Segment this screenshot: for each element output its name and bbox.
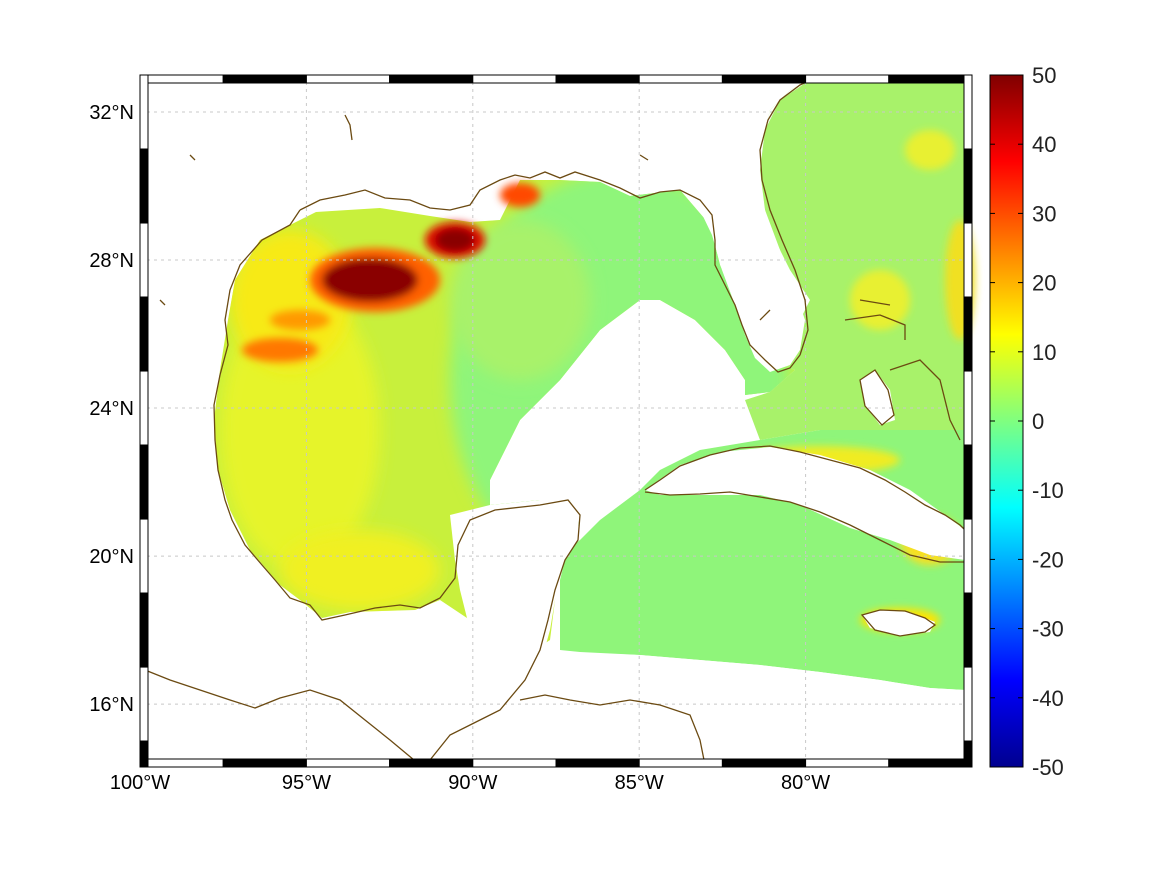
frame-tick-left — [139, 592, 149, 668]
frame-tick-bottom — [555, 758, 640, 768]
longitude-labels: 100°W 95°W 90°W 85°W 80°W — [110, 772, 830, 794]
frame-tick-top — [555, 74, 640, 84]
frame-tick-left — [139, 370, 149, 446]
frame-tick-right — [963, 592, 973, 668]
honduras-coast — [519, 694, 706, 766]
lon-tick-label: 100°W — [110, 772, 170, 794]
frame-tick-left — [139, 296, 149, 372]
colorbar-tick-label: 30 — [1032, 201, 1056, 226]
frame-tick-top — [721, 74, 807, 84]
atlantic-warm-2 — [850, 270, 910, 330]
frame-tick-left — [139, 444, 149, 520]
frame-tick-bottom — [389, 758, 474, 768]
lon-tick-label: 85°W — [615, 772, 664, 794]
frame-tick-left — [139, 222, 149, 298]
frame-tick-right — [963, 148, 973, 224]
frame-tick-right — [963, 222, 973, 298]
frame-tick-bottom — [721, 758, 807, 768]
lon-tick-label: 95°W — [282, 772, 331, 794]
colorbar-tick-label: 40 — [1032, 132, 1056, 157]
central-america-coast — [139, 667, 421, 766]
map-frame-ticks — [139, 74, 973, 768]
hotspot-texas-coast — [242, 338, 318, 362]
frame-tick-top — [305, 74, 391, 84]
frame-tick-bottom — [472, 758, 557, 768]
bahamas-coast — [844, 299, 961, 441]
frame-tick-top — [638, 74, 723, 84]
lon-tick-label: 90°W — [448, 772, 497, 794]
hotspot-texas-shelf — [270, 310, 330, 330]
lat-tick-label: 20°N — [89, 546, 134, 568]
frame-tick-bottom — [638, 758, 723, 768]
gulf-north-coast — [299, 171, 801, 373]
florida-east-coast — [759, 75, 821, 356]
cuba-coast — [644, 445, 971, 563]
colorbar-tick-label: -40 — [1032, 686, 1064, 711]
jamaica-land — [862, 610, 935, 636]
frame-tick-bottom — [805, 758, 890, 768]
jamaica-coast — [860, 609, 937, 637]
latitude-labels: 32°N 28°N 24°N 20°N 16°N — [89, 102, 134, 716]
bay-campeche-warm — [280, 530, 440, 610]
mexico-south-land — [140, 660, 420, 765]
colorbar-tick-label: 0 — [1032, 409, 1044, 434]
hotspots — [242, 183, 540, 362]
frame-tick-top — [888, 74, 973, 84]
map-grid — [140, 75, 972, 767]
frame-tick-right — [963, 666, 973, 742]
frame-tick-top — [805, 74, 890, 84]
florida-land — [700, 80, 810, 372]
colorbar-tick-label: 20 — [1032, 271, 1056, 296]
yucatan-land — [450, 500, 580, 655]
colorbar-tick-label: -30 — [1032, 617, 1064, 642]
frame-tick-left — [139, 518, 149, 594]
frame-tick-top — [139, 74, 224, 84]
small-islands-coast — [159, 114, 771, 321]
lon-tick-label: 80°W — [781, 772, 830, 794]
colorbar-tick-label: -50 — [1032, 755, 1064, 780]
colorbar-tick-label: -10 — [1032, 478, 1064, 503]
frame-tick-top — [222, 74, 307, 84]
frame-tick-right — [963, 74, 973, 150]
land-masks — [140, 80, 965, 765]
hotspot-mobile-bay — [500, 183, 540, 207]
texas-mexico-coast — [213, 209, 581, 761]
frame-tick-right — [963, 370, 973, 446]
frame-tick-right — [963, 444, 973, 520]
frame-tick-left — [139, 74, 149, 150]
frame-tick-top — [389, 74, 474, 84]
frame-tick-right — [963, 296, 973, 372]
frame-tick-top — [472, 74, 557, 84]
frame-tick-bottom — [139, 758, 224, 768]
hotspot-mississippi-core — [435, 228, 475, 252]
caribbean-south-land — [420, 652, 965, 765]
atlantic-warm-1 — [905, 130, 955, 170]
lat-tick-label: 24°N — [89, 398, 134, 420]
colorbar-tick-label: 10 — [1032, 340, 1056, 365]
colorbar-tick-label: -20 — [1032, 547, 1064, 572]
frame-tick-left — [139, 666, 149, 742]
colorbar-ticks: 50 40 30 20 10 0 -10 -20 -30 -40 -50 — [990, 63, 1064, 780]
frame-tick-right — [963, 518, 973, 594]
frame-tick-bottom — [222, 758, 307, 768]
coastlines — [139, 75, 971, 766]
cuba-land — [645, 447, 965, 560]
andros-land — [860, 370, 895, 425]
frame-tick-bottom — [305, 758, 391, 768]
hotspot-louisiana-shelf-core — [322, 258, 418, 302]
frame-tick-left — [139, 148, 149, 224]
frame-tick-right — [963, 740, 973, 768]
frame-tick-bottom — [888, 758, 973, 768]
lat-tick-label: 16°N — [89, 694, 134, 716]
lat-tick-label: 32°N — [89, 102, 134, 124]
frame-tick-left — [139, 740, 149, 768]
lat-tick-label: 28°N — [89, 250, 134, 272]
colorbar-tick-label: 50 — [1032, 63, 1056, 88]
